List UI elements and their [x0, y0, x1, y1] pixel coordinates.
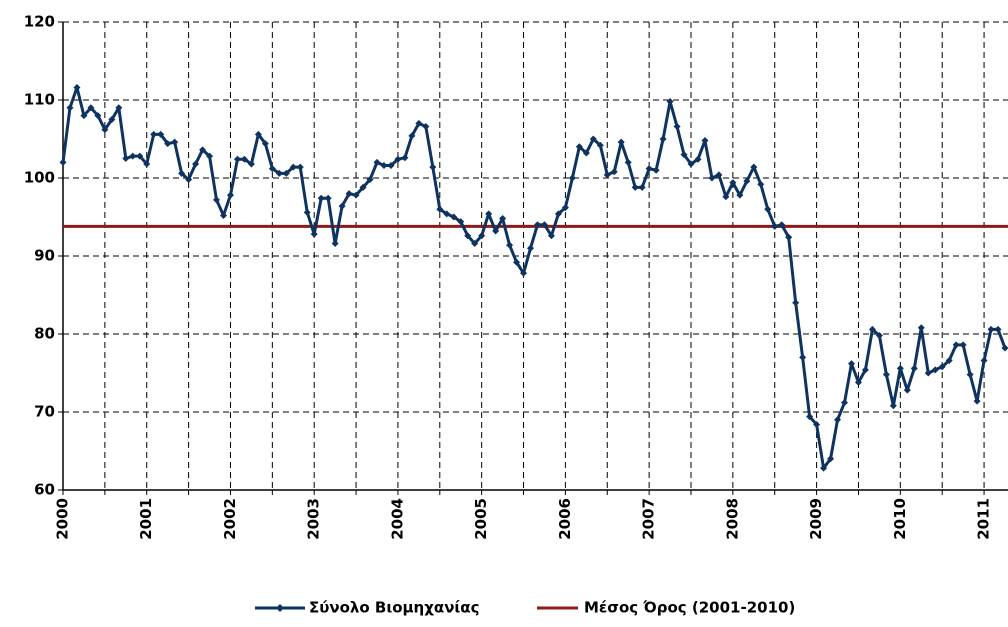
marker	[625, 159, 632, 166]
x-tick-label: 2005	[472, 498, 490, 540]
marker	[883, 371, 890, 378]
x-tick-label: 2000	[54, 498, 72, 540]
marker	[325, 195, 332, 202]
marker	[227, 192, 234, 199]
y-tick-label: 100	[24, 169, 55, 187]
marker	[429, 164, 436, 171]
marker	[1002, 345, 1008, 352]
marker	[981, 357, 988, 364]
marker	[297, 164, 304, 171]
marker	[60, 159, 67, 166]
marker	[332, 240, 339, 247]
marker	[618, 139, 625, 146]
y-tick-label: 80	[34, 325, 55, 343]
x-tick-label: 2010	[891, 498, 909, 540]
y-tick-label: 60	[34, 481, 55, 499]
x-tick-label: 2003	[305, 498, 323, 540]
marker	[311, 231, 318, 238]
marker	[904, 387, 911, 394]
x-tick-label: 2008	[723, 498, 741, 540]
marker	[799, 354, 806, 361]
x-tick-label: 2004	[388, 498, 406, 540]
marker	[897, 365, 904, 372]
x-tick-label: 2006	[556, 498, 574, 540]
marker	[150, 131, 157, 138]
marker	[667, 98, 674, 105]
marker	[660, 136, 667, 143]
legend-label: Μέσος Όρος (2001-2010)	[584, 599, 795, 617]
legend-marker	[276, 604, 284, 612]
y-tick-label: 70	[34, 403, 55, 421]
marker	[960, 341, 967, 348]
marker	[569, 175, 576, 182]
marker	[73, 84, 80, 91]
x-tick-label: 2001	[137, 498, 155, 540]
marker	[632, 184, 639, 191]
marker	[918, 324, 925, 331]
marker	[304, 209, 311, 216]
marker	[653, 167, 660, 174]
marker	[66, 104, 73, 111]
marker	[792, 299, 799, 306]
marker	[911, 365, 918, 372]
x-tick-label: 2007	[640, 498, 658, 540]
y-tick-label: 110	[24, 91, 55, 109]
marker	[171, 139, 178, 146]
x-tick-label: 2011	[975, 498, 993, 540]
marker	[527, 245, 534, 252]
marker	[674, 123, 681, 130]
marker	[122, 155, 129, 162]
y-tick-label: 90	[34, 247, 55, 265]
marker	[234, 156, 241, 163]
marker	[129, 153, 136, 160]
x-tick-label: 2002	[221, 498, 239, 540]
marker	[988, 326, 995, 333]
marker	[974, 398, 981, 405]
marker	[318, 195, 325, 202]
marker	[890, 402, 897, 409]
marker	[967, 371, 974, 378]
marker	[401, 154, 408, 161]
series-line	[63, 88, 1005, 469]
legend-label: Σύνολο Βιομηχανίας	[309, 599, 479, 617]
x-tick-label: 2009	[807, 498, 825, 540]
y-tick-label: 120	[24, 13, 55, 31]
